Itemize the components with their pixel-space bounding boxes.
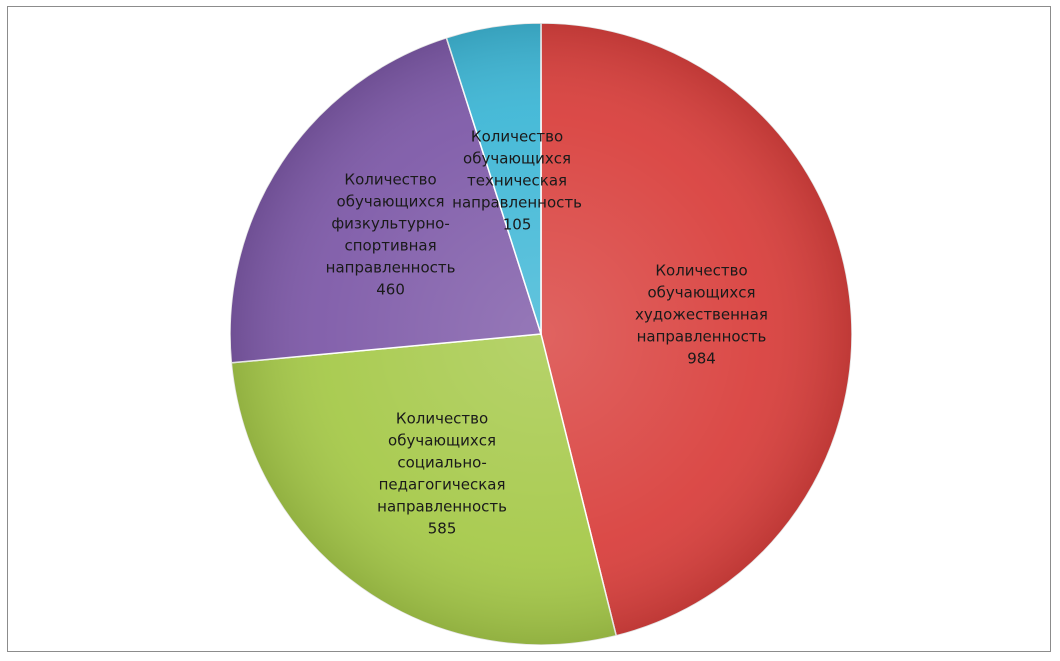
slice-label-line: Количество <box>655 261 747 279</box>
slice-value-0: 984 <box>687 349 716 367</box>
slice-label-line: направленность <box>637 327 767 345</box>
slice-label-line: направленность <box>452 193 582 211</box>
slice-label-line: обучающихся <box>337 192 445 210</box>
slice-label-2: Количество обучающихся физкультурно-спорти… <box>326 170 456 298</box>
slice-labels: Количество обучающихся художественная напра… <box>326 127 768 537</box>
slice-label-line: направленность <box>326 258 456 276</box>
slice-label-line: физкультурно- <box>331 214 449 232</box>
slice-label-line: обучающихся <box>463 149 571 167</box>
slice-label-line: Количество <box>396 410 488 428</box>
slice-label-1: Количество обучающихся социально-педагогич… <box>377 410 507 538</box>
slice-label-line: направленность <box>377 498 507 516</box>
slice-label-0: Количество обучающихся художественная напра… <box>635 261 768 367</box>
slice-value-2: 460 <box>376 280 405 298</box>
slice-label-line: художественная <box>635 305 768 323</box>
slice-label-3: Количество обучающихся техническая направле… <box>452 127 582 233</box>
slice-label-line: Количество <box>344 170 436 188</box>
slice-label-line: обучающихся <box>388 432 496 450</box>
slice-label-line: техническая <box>467 171 567 189</box>
slice-label-line: педагогическая <box>379 476 506 494</box>
slice-label-line: спортивная <box>345 236 437 254</box>
slice-label-line: обучающихся <box>648 283 756 301</box>
slice-label-line: Количество <box>471 127 563 145</box>
slice-value-1: 585 <box>428 520 457 538</box>
slice-value-3: 105 <box>503 215 532 233</box>
slice-label-line: социально- <box>397 454 486 472</box>
